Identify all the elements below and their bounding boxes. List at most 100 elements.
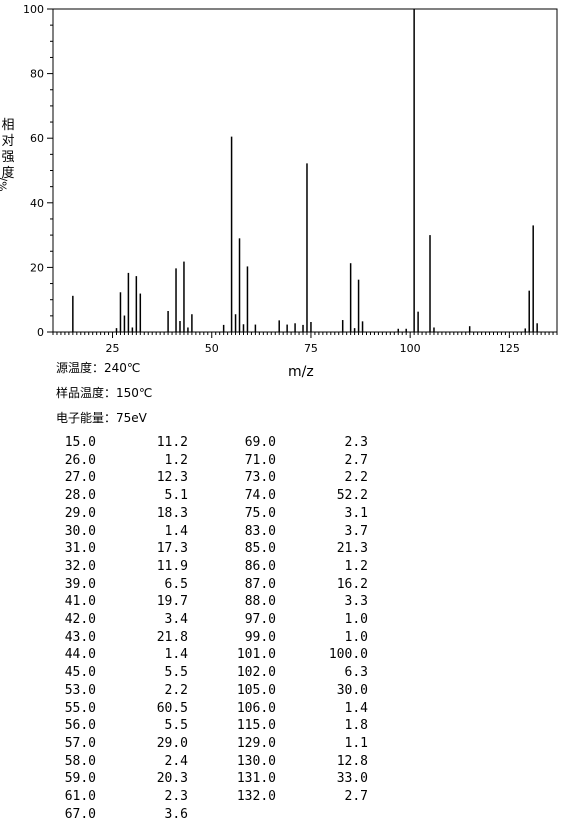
mz-value: 88.0 — [244, 594, 276, 610]
table-row: 106.0 1.4 — [236, 700, 368, 718]
electron-energy: 电子能量：75eV — [56, 411, 147, 425]
table-row: 58.0 2.4 — [56, 753, 188, 771]
abundance-value: 29.0 — [156, 735, 188, 751]
abundance-value: 1.2 — [344, 558, 368, 574]
mz-value: 43.0 — [64, 629, 96, 645]
table-row: 101.0 100.0 — [236, 646, 368, 664]
mz-value: 99.0 — [244, 629, 276, 645]
mz-value: 42.0 — [64, 612, 96, 628]
table-row: 75.0 3.1 — [236, 505, 368, 523]
table-row: 61.0 2.3 — [56, 788, 188, 806]
table-row: 130.0 12.8 — [236, 753, 368, 771]
mz-value: 27.0 — [64, 470, 96, 486]
abundance-value: 30.0 — [336, 682, 368, 698]
mz-value: 131.0 — [236, 771, 276, 787]
table-row: 115.0 1.8 — [236, 717, 368, 735]
abundance-value: 2.7 — [344, 452, 368, 468]
abundance-value: 1.4 — [344, 700, 368, 716]
abundance-value: 1.4 — [164, 647, 188, 663]
mz-value: 58.0 — [64, 753, 96, 769]
abundance-value: 1.0 — [344, 612, 368, 628]
abundance-value: 3.4 — [164, 612, 188, 628]
table-row: 15.0 11.2 — [56, 434, 188, 452]
abundance-value: 33.0 — [336, 771, 368, 787]
table-row: 69.0 2.3 — [236, 434, 368, 452]
table-row: 86.0 1.2 — [236, 558, 368, 576]
table-row: 28.0 5.1 — [56, 487, 188, 505]
mz-value: 83.0 — [244, 523, 276, 539]
table-row: 27.0 12.3 — [56, 469, 188, 487]
abundance-value: 5.5 — [164, 718, 188, 734]
table-row: 59.0 20.3 — [56, 770, 188, 788]
table-row: 55.0 60.5 — [56, 700, 188, 718]
x-tick-label: 25 — [106, 342, 120, 355]
abundance-value: 100.0 — [328, 647, 368, 663]
mz-value: 56.0 — [64, 718, 96, 734]
table-row: 97.0 1.0 — [236, 611, 368, 629]
y-tick-label: 20 — [30, 261, 44, 274]
y-tick-label: 0 — [37, 326, 44, 339]
table-row: 30.0 1.4 — [56, 523, 188, 541]
y-axis-label: 相对强度 — [1, 118, 15, 181]
abundance-value: 3.3 — [344, 594, 368, 610]
mz-value: 132.0 — [236, 789, 276, 805]
table-row: 56.0 5.5 — [56, 717, 188, 735]
table-row: 102.0 6.3 — [236, 664, 368, 682]
mz-value: 29.0 — [64, 505, 96, 521]
table-row: 39.0 6.5 — [56, 576, 188, 594]
y-tick-label: 100 — [23, 3, 44, 16]
mz-value: 26.0 — [64, 452, 96, 468]
abundance-value: 60.5 — [156, 700, 188, 716]
table-row: 45.0 5.5 — [56, 664, 188, 682]
x-tick-label: 100 — [400, 342, 421, 355]
mz-value: 44.0 — [64, 647, 96, 663]
mz-value: 87.0 — [244, 576, 276, 592]
mz-value: 55.0 — [64, 700, 96, 716]
mz-value: 31.0 — [64, 541, 96, 557]
x-tick-label: 50 — [205, 342, 219, 355]
table-row: 105.0 30.0 — [236, 682, 368, 700]
mz-value: 32.0 — [64, 558, 96, 574]
abundance-value: 21.8 — [156, 629, 188, 645]
x-tick-label: 125 — [499, 342, 520, 355]
abundance-value: 2.3 — [164, 789, 188, 805]
table-row: 87.0 16.2 — [236, 576, 368, 594]
abundance-value: 11.9 — [156, 558, 188, 574]
mz-value: 102.0 — [236, 665, 276, 681]
table-row: 44.0 1.4 — [56, 646, 188, 664]
table-row: 74.0 52.2 — [236, 487, 368, 505]
mz-value: 106.0 — [236, 700, 276, 716]
table-row: 131.0 33.0 — [236, 770, 368, 788]
y-tick-label: 80 — [30, 68, 44, 81]
mz-value: 85.0 — [244, 541, 276, 557]
table-row: 88.0 3.3 — [236, 593, 368, 611]
mz-value: 57.0 — [64, 735, 96, 751]
abundance-value: 21.3 — [336, 541, 368, 557]
mz-value: 105.0 — [236, 682, 276, 698]
table-row: 41.0 19.7 — [56, 593, 188, 611]
abundance-value: 5.5 — [164, 665, 188, 681]
abundance-value: 2.3 — [344, 435, 368, 450]
abundance-value: 18.3 — [156, 505, 188, 521]
y-axis-unit: %/ — [0, 177, 10, 192]
table-row: 99.0 1.0 — [236, 629, 368, 647]
mz-value: 130.0 — [236, 753, 276, 769]
table-row: 29.0 18.3 — [56, 505, 188, 523]
table-row: 73.0 2.2 — [236, 469, 368, 487]
peak-table-left: 15.0 11.2 26.0 1.2 27.0 12.3 28.0 5.1 29.0 18.3 30… — [56, 434, 188, 823]
abundance-value: 20.3 — [156, 771, 188, 787]
sample-temperature: 样品温度：150℃ — [56, 386, 153, 400]
abundance-value: 6.3 — [344, 665, 368, 681]
mz-value: 39.0 — [64, 576, 96, 592]
abundance-value: 12.3 — [156, 470, 188, 486]
mz-value: 61.0 — [64, 789, 96, 805]
table-row: 85.0 21.3 — [236, 540, 368, 558]
y-tick-label: 60 — [30, 132, 44, 145]
table-row: 83.0 3.7 — [236, 523, 368, 541]
mz-value: 41.0 — [64, 594, 96, 610]
abundance-value: 3.6 — [164, 806, 188, 822]
abundance-value: 2.2 — [344, 470, 368, 486]
mz-value: 30.0 — [64, 523, 96, 539]
table-row: 129.0 1.1 — [236, 735, 368, 753]
abundance-value: 1.2 — [164, 452, 188, 468]
